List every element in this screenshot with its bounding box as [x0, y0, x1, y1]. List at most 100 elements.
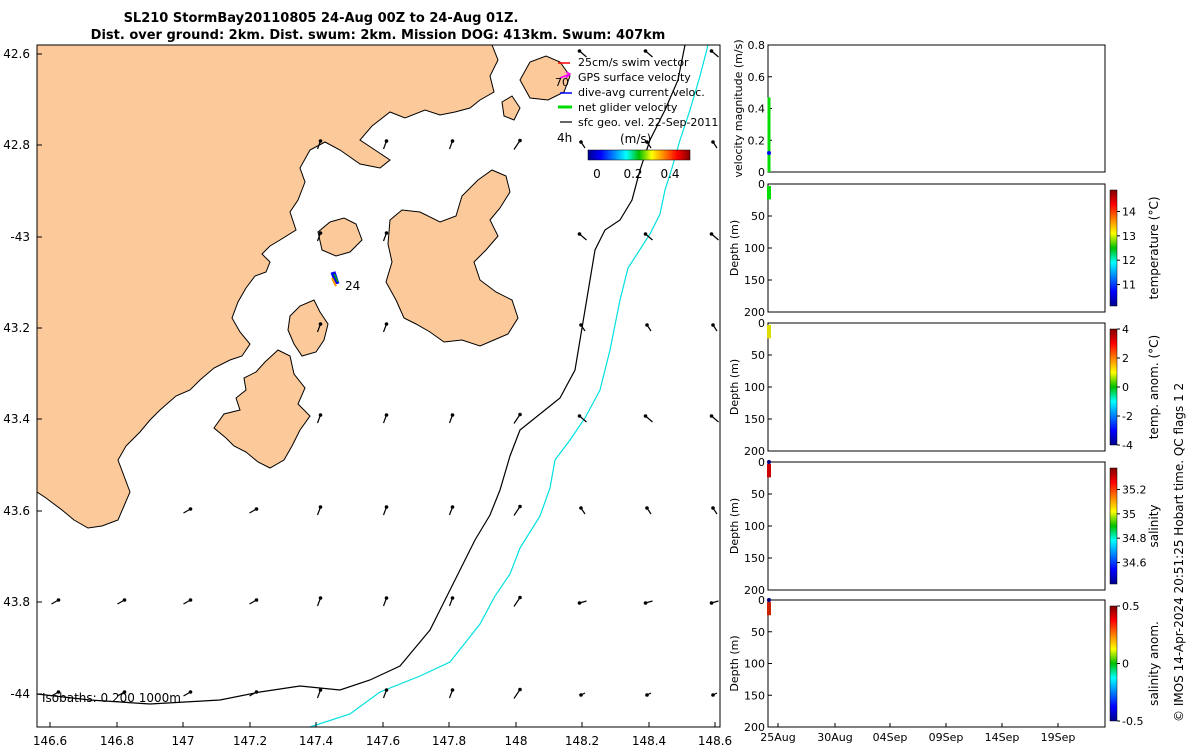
title-line-1: SL210 StormBay20110805 24-Aug 00Z to 24-…	[124, 11, 519, 26]
geo-velocity-arrow-head	[643, 414, 648, 418]
y-tick-label: 0.2	[748, 134, 766, 147]
map-x-tick-label: 148.6	[698, 734, 732, 748]
panel-frame	[767, 44, 1106, 173]
geo-velocity-arrow-head	[318, 413, 323, 417]
colorbar-tick-label: 4	[1122, 323, 1129, 336]
geo-velocity-arrow-head	[56, 598, 61, 602]
geo-velocity-arrow-head	[384, 505, 389, 509]
panel-1: 0 50 100 150 200 Depth (m) 11 12 13 14 temperature…	[728, 178, 1161, 319]
map-colorbar-tick-1: 0.2	[623, 167, 642, 181]
geo-velocity-arrow-head	[645, 506, 649, 510]
map-y-tick-label: 43.8	[3, 595, 30, 609]
geo-velocity-arrow-head	[384, 688, 389, 692]
geo-velocity-arrow	[513, 140, 521, 150]
colorbar-tick-label: 0	[1122, 658, 1129, 671]
geo-velocity-arrow-head	[188, 598, 193, 602]
map-legend: 70 25cm/s swim vector GPS surface veloci…	[555, 56, 718, 181]
legend-dive-avg: dive-avg current veloc.	[578, 86, 705, 99]
y-tick-label: 50	[751, 626, 765, 639]
geo-velocity-arrow-head	[518, 138, 522, 143]
geo-velocity-arrow-head	[384, 596, 389, 600]
y-tick-label: 150	[744, 552, 765, 565]
y-tick-label: 200	[744, 584, 765, 597]
geo-velocity-arrow	[513, 597, 521, 607]
geo-velocity-arrow-head	[318, 688, 323, 692]
geo-velocity-arrow-head	[318, 139, 323, 143]
panel-frame	[767, 183, 1106, 313]
map-x-tick-label: 147.6	[366, 734, 400, 748]
geo-velocity-arrow-head	[254, 507, 259, 511]
colorbar-label: temp. anom. (°C)	[1147, 335, 1161, 439]
map-y-tick-label: -43	[10, 230, 30, 244]
land-inner-island	[317, 217, 363, 257]
legend-swim-vector: 25cm/s swim vector	[578, 56, 689, 69]
panel-frame	[767, 461, 1106, 591]
map-y-ticks: 42.6 42.8 -43 43.2 43.4 43.6 43.8 -44	[3, 47, 42, 701]
map-x-tick-label: 146.6	[33, 734, 67, 748]
footer-credit: © IMOS 14-Apr-2024 20:51:25 Hobart time.…	[1172, 383, 1186, 722]
geo-velocity-arrow-head	[711, 693, 715, 697]
time-tick-label: 25Aug	[760, 731, 795, 744]
map-x-tick-label: 148	[505, 734, 528, 748]
geo-velocity-arrow-head	[711, 323, 715, 327]
geo-velocity-arrow-head	[645, 693, 649, 697]
map-colorbar-tick-0: 0	[593, 167, 601, 181]
geo-velocity-arrow	[513, 414, 521, 424]
legend-small-label: 70	[555, 76, 569, 89]
colorbar-tick-label: 2	[1122, 352, 1129, 365]
geo-velocity-arrow-head	[643, 232, 648, 236]
geo-velocity-arrow-head	[643, 49, 648, 53]
colorbar-label: salinity	[1147, 504, 1161, 547]
panel-frame	[767, 322, 1106, 452]
y-tick-label: 0	[758, 317, 765, 330]
geo-velocity-arrow-head	[450, 505, 455, 509]
panel-colorbar	[1109, 467, 1118, 585]
geo-velocity-arrow-head	[711, 506, 715, 510]
map-y-tick-label: 43.2	[3, 321, 30, 335]
geo-velocity-arrow-head	[122, 690, 127, 694]
map-y-tick-label: 43.4	[3, 412, 30, 426]
land-forestier	[287, 299, 329, 357]
colorbar-tick-label: 11	[1122, 279, 1136, 292]
geo-velocity-arrow	[513, 689, 521, 699]
y-tick-label: 50	[751, 210, 765, 223]
geo-velocity-arrow-head	[188, 690, 193, 694]
geo-velocity-arrow-head	[384, 322, 389, 326]
map-x-tick-label: 148.4	[632, 734, 666, 748]
y-tick-label: 100	[744, 658, 765, 671]
panel-colorbar	[1109, 189, 1118, 307]
panel-2: 0 50 100 150 200 Depth (m) -4 -2 0 2 4 temp. anom. …	[728, 317, 1161, 458]
legend-duration: 4h	[557, 131, 572, 145]
sfc-geo-velocity-vectors	[51, 49, 719, 699]
panel-ylabel: Depth (m)	[728, 220, 741, 276]
geo-velocity-arrow-head	[709, 232, 714, 236]
map-x-tick-label: 147.8	[432, 734, 466, 748]
map-colorbar-tick-2: 0.4	[660, 167, 679, 181]
colorbar-label: temperature (°C)	[1147, 197, 1161, 300]
geo-velocity-arrow-head	[518, 412, 522, 417]
isobath-1000m	[309, 45, 709, 727]
map-x-ticks: 146.6 146.8 147 147.2 147.4 147.6 147.8 148 148.…	[33, 722, 732, 748]
geo-velocity-arrow-head	[518, 595, 522, 600]
land-tasman-mainland	[37, 45, 499, 529]
geo-velocity-arrow-head	[518, 687, 522, 692]
map-colorbar-label: (m/s)	[620, 132, 651, 146]
colorbar-label: salinity anom.	[1147, 621, 1161, 706]
y-tick-label: 0.8	[748, 39, 766, 52]
time-tick-label: 19Sep	[1041, 731, 1076, 744]
time-tick-label: 04Sep	[873, 731, 908, 744]
title-line-2: Dist. over ground: 2km. Dist. swum: 2km.…	[91, 28, 666, 43]
y-tick-label: 0.4	[748, 103, 766, 116]
profile-surface-point	[767, 460, 771, 464]
map-y-tick-label: -44	[10, 687, 30, 701]
y-tick-label: 100	[744, 242, 765, 255]
y-tick-label: 200	[744, 445, 765, 458]
y-tick-label: 200	[744, 721, 765, 734]
colorbar-tick-label: 0	[1122, 381, 1129, 394]
panel-ylabel: Depth (m)	[728, 359, 741, 415]
geo-velocity-arrow-head	[450, 413, 455, 417]
geo-velocity-arrow-head	[643, 601, 648, 605]
